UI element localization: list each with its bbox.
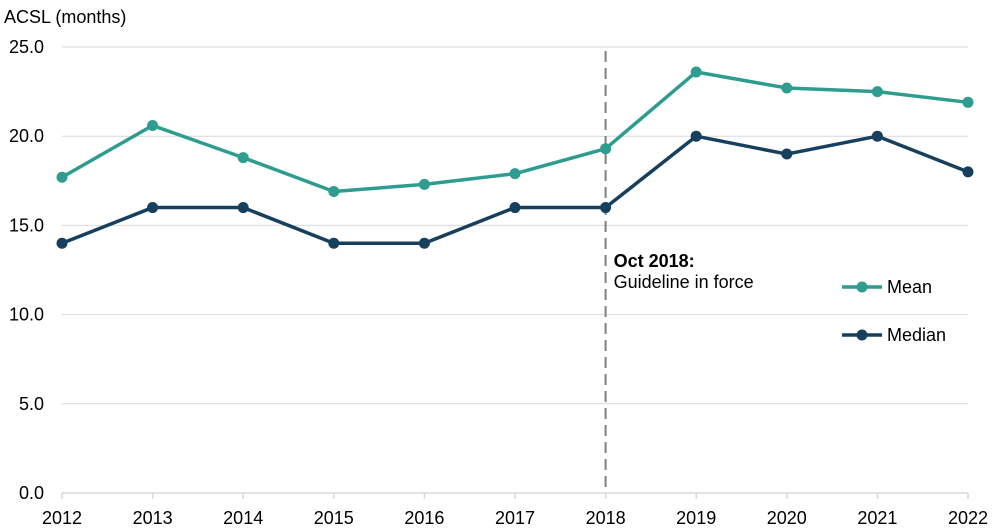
data-point-mean [147, 119, 159, 131]
data-point-median [962, 166, 974, 178]
legend: Mean Median [842, 277, 946, 345]
series-line-median [61, 134, 969, 245]
annotation: Oct 2018: Guideline in force [614, 251, 754, 292]
x-tick-label: 2018 [586, 508, 626, 528]
y-axis-title: ACSL (months) [4, 7, 126, 27]
series-points [56, 66, 974, 249]
data-point-mean [781, 82, 793, 94]
data-point-mean [509, 168, 521, 180]
x-axis-ticks: 2012 2013 2014 2015 2016 2017 2018 2019 2020 2021… [42, 508, 988, 528]
x-tick-label: 2012 [42, 508, 82, 528]
data-point-mean [690, 66, 702, 78]
x-tick-label: 2013 [133, 508, 173, 528]
x-tick-label: 2019 [676, 508, 716, 528]
x-tick-label: 2020 [767, 508, 807, 528]
x-tick-label: 2022 [948, 508, 988, 528]
y-tick-label: 10.0 [9, 305, 44, 325]
data-point-median [328, 237, 340, 249]
data-point-median [871, 130, 883, 142]
data-point-median [781, 148, 793, 160]
data-point-median [237, 202, 249, 214]
data-point-median [509, 202, 521, 214]
legend-label-mean: Mean [887, 277, 932, 297]
data-point-mean [237, 152, 249, 164]
x-tick-label: 2016 [404, 508, 444, 528]
data-point-mean [962, 96, 974, 108]
data-point-mean [328, 186, 340, 198]
data-point-mean [418, 178, 430, 190]
x-tick-label: 2021 [857, 508, 897, 528]
data-point-median [690, 130, 702, 142]
data-point-median [56, 237, 68, 249]
data-point-median [147, 202, 159, 214]
data-point-median [418, 237, 430, 249]
legend-label-median: Median [887, 325, 946, 345]
x-tick-label: 2017 [495, 508, 535, 528]
y-tick-label: 25.0 [9, 37, 44, 57]
gridlines [62, 46, 968, 405]
series-lines [61, 70, 969, 245]
data-point-mean [871, 86, 883, 98]
x-tick-label: 2015 [314, 508, 354, 528]
legend-swatch-marker [856, 281, 868, 293]
y-axis-ticks: 0.0 5.0 10.0 15.0 20.0 25.0 [9, 37, 44, 503]
y-tick-label: 20.0 [9, 126, 44, 146]
data-point-mean [600, 143, 612, 155]
data-point-median [600, 202, 612, 214]
y-tick-label: 5.0 [19, 394, 44, 414]
annotation-text: Guideline in force [614, 272, 754, 292]
data-point-mean [56, 171, 68, 183]
x-tick-label: 2014 [223, 508, 263, 528]
x-axis [61, 492, 969, 499]
y-tick-label: 0.0 [19, 483, 44, 503]
annotation-title: Oct 2018: [614, 251, 695, 271]
y-tick-label: 15.0 [9, 215, 44, 235]
legend-swatch-marker [856, 329, 868, 341]
